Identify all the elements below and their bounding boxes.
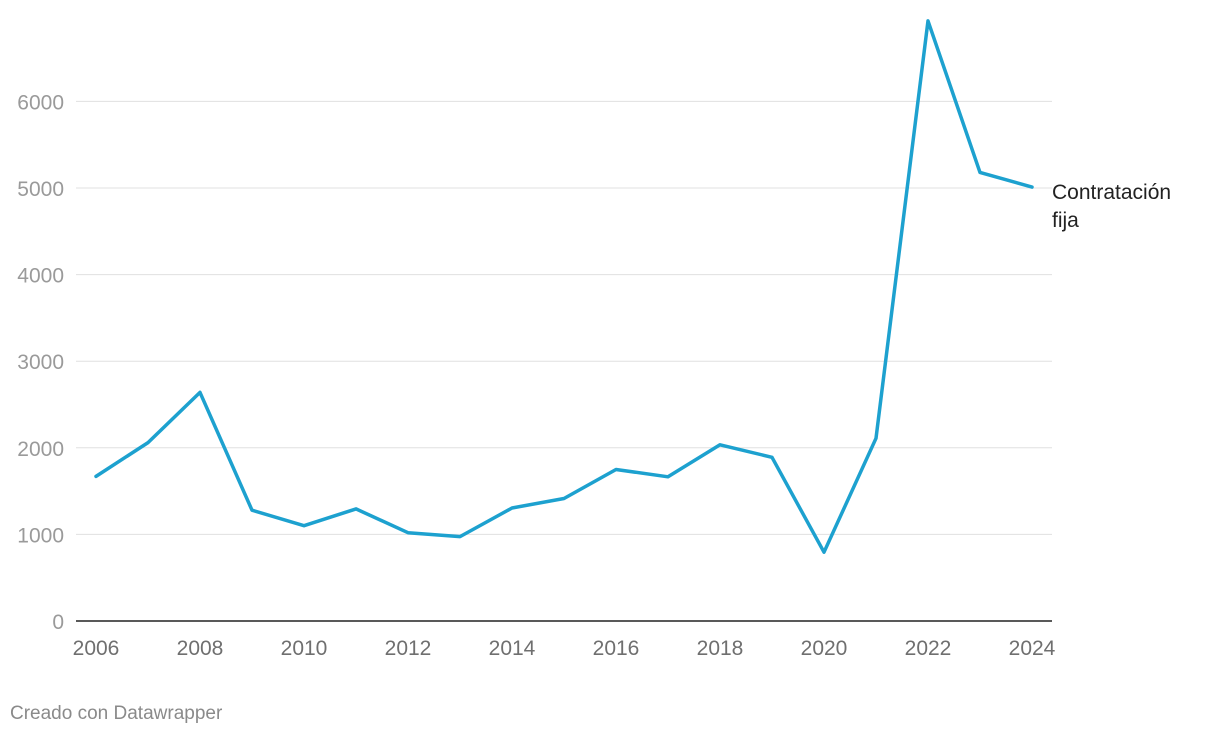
series-line-0 <box>94 19 1034 554</box>
x-tick-label-2010: 2010 <box>281 637 328 660</box>
x-tick-label-2008: 2008 <box>177 637 224 660</box>
x-tick-label-2006: 2006 <box>73 637 120 660</box>
x-tick-label-2024: 2024 <box>1009 637 1056 660</box>
series-end-labels: Contratación fija <box>1052 181 1171 232</box>
y-tick-label-5000: 5000 <box>17 178 64 201</box>
y-tick-label-3000: 3000 <box>17 351 64 374</box>
y-gridlines <box>76 100 1052 535</box>
x-tick-label-2012: 2012 <box>385 637 432 660</box>
x-tick-label-2022: 2022 <box>905 637 952 660</box>
series-label-0: Contratación fija <box>1052 181 1171 232</box>
series-lines <box>94 19 1034 554</box>
datawrapper-credit: Creado con Datawrapper <box>10 703 223 724</box>
x-tick-label-2020: 2020 <box>801 637 848 660</box>
x-tick-label-2014: 2014 <box>489 637 536 660</box>
x-axis-tick-labels: 2006 2008 2010 2012 2014 2016 2018 2020 2022 2024 <box>73 637 1056 660</box>
x-tick-label-2016: 2016 <box>593 637 640 660</box>
y-tick-label-6000: 6000 <box>17 91 64 114</box>
y-tick-label-2000: 2000 <box>17 438 64 461</box>
x-tick-label-2018: 2018 <box>697 637 744 660</box>
y-tick-label-4000: 4000 <box>17 265 64 288</box>
y-tick-label-1000: 1000 <box>17 524 64 547</box>
y-tick-label-0: 0 <box>52 611 64 634</box>
y-axis-tick-labels: 0 1000 2000 3000 4000 5000 6000 <box>17 91 64 634</box>
